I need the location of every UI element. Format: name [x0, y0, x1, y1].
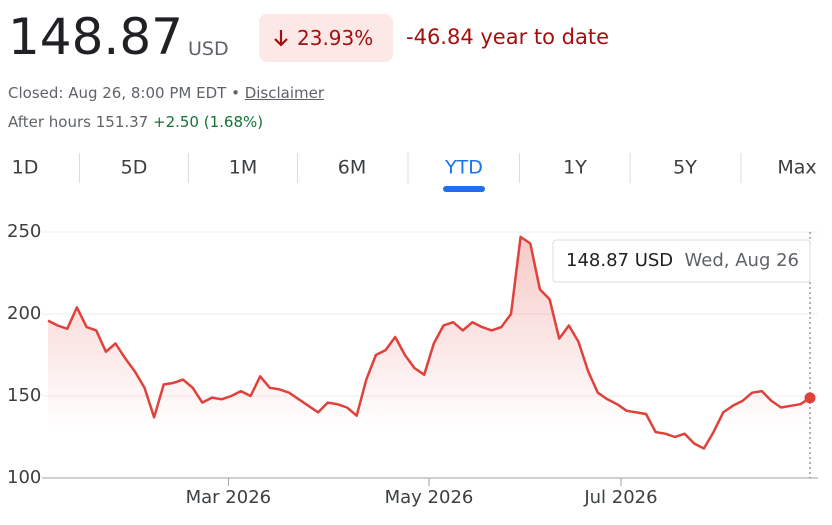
tab[interactable]: 5D	[121, 157, 148, 179]
after-hours: After hours 151.37 +2.50 (1.68%)	[8, 113, 263, 131]
price-line	[47, 235, 811, 450]
tab[interactable]: 1M	[229, 157, 257, 179]
tab[interactable]: 1Y	[563, 157, 587, 179]
tab[interactable]: 6M	[338, 157, 366, 179]
disclaimer-link[interactable]: Disclaimer	[244, 84, 325, 102]
area	[48, 236, 810, 478]
x-tick-label: Jul 2026	[583, 487, 657, 508]
tab[interactable]: 5Y	[673, 157, 697, 179]
closed-info: Closed: Aug 26, 8:00 PM EDT • Disclaimer	[8, 84, 324, 102]
x-tick-label: May 2026	[385, 487, 474, 508]
y-tick-label: 200	[7, 303, 41, 324]
tab-underline	[443, 186, 485, 192]
last-point	[804, 392, 816, 404]
price: 148.87	[8, 8, 183, 66]
tooltip-box	[552, 239, 811, 283]
change-ytd: -46.84 year to date	[406, 25, 610, 49]
tooltip-value: 148.87 USD	[566, 250, 673, 271]
x-tick-label: Mar 2026	[186, 487, 272, 508]
down-arrow	[274, 30, 288, 47]
separator: •	[231, 84, 240, 102]
y-tick-label: 150	[7, 385, 41, 406]
change-percent: 23.93%	[297, 26, 374, 50]
y-tick-label: 250	[7, 221, 41, 242]
tab[interactable]: Max	[777, 157, 816, 179]
closed-text: Closed: Aug 26, 8:00 PM EDT	[8, 84, 227, 102]
tab[interactable]: YTD	[444, 157, 483, 179]
after-hours-change: +2.50 (1.68%)	[153, 113, 264, 131]
currency: USD	[188, 38, 229, 60]
y-tick-label: 100	[7, 467, 41, 488]
change-chip: 23.93%	[259, 14, 393, 62]
tab[interactable]: 1D	[12, 157, 39, 179]
after-hours-label: After hours 151.37	[8, 113, 149, 131]
tooltip-date: Wed, Aug 26	[685, 250, 799, 271]
